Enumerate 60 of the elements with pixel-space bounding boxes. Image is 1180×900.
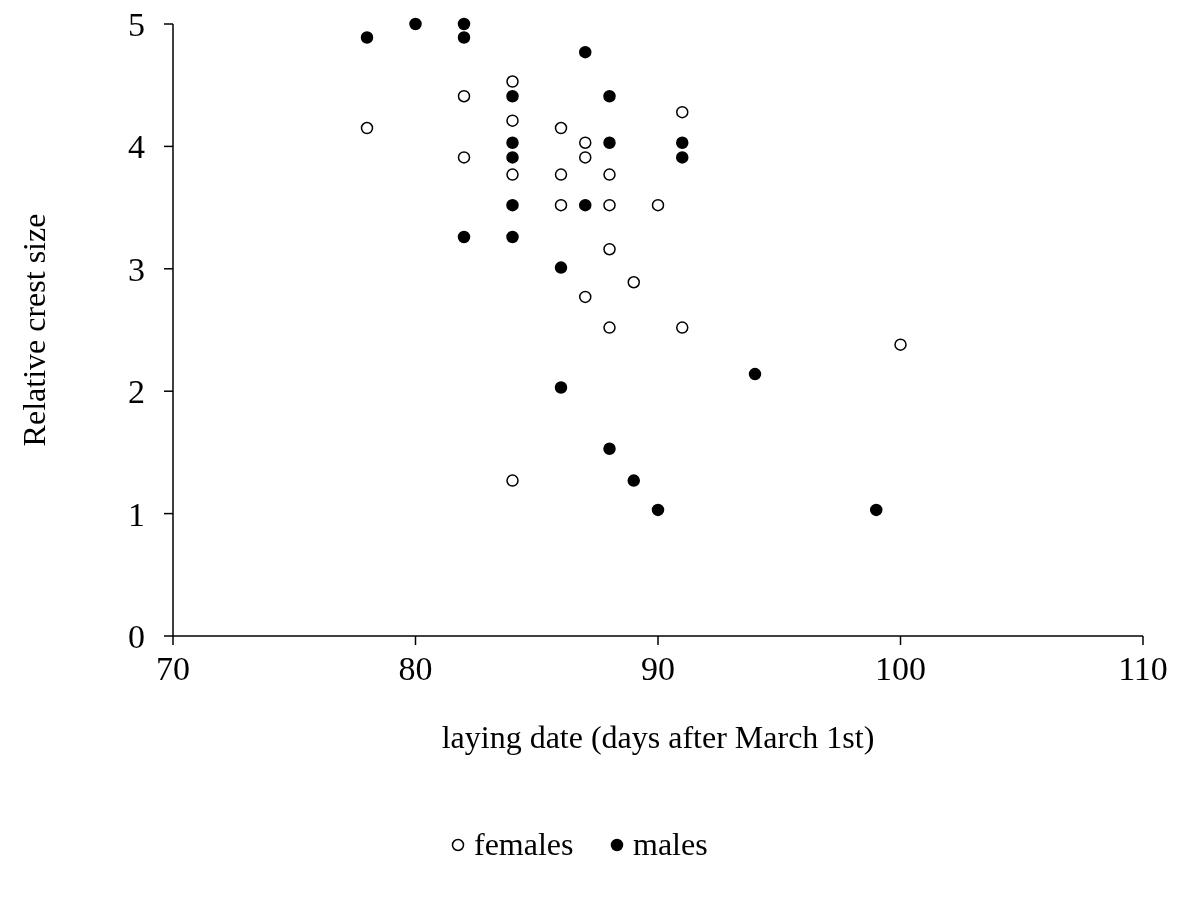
x-tick-label: 110 (1118, 650, 1168, 687)
x-tick-label: 90 (641, 650, 675, 687)
x-tick-label: 70 (156, 650, 190, 687)
point (409, 17, 422, 31)
point (603, 321, 616, 334)
point (360, 121, 374, 135)
point (360, 31, 374, 44)
y-tick-label: 3 (128, 250, 145, 288)
point (603, 198, 616, 212)
legend-label: females (474, 826, 574, 862)
point (603, 89, 616, 103)
point (894, 338, 907, 351)
point (506, 198, 519, 212)
point (457, 89, 471, 103)
point (506, 89, 519, 103)
point (651, 503, 665, 517)
y-tick-label: 0 (128, 617, 145, 655)
point (603, 242, 616, 256)
point (676, 105, 689, 119)
point (554, 121, 568, 135)
point (554, 381, 568, 394)
point (676, 151, 689, 164)
point (870, 503, 883, 517)
point (627, 474, 640, 487)
point (579, 45, 592, 59)
legend-label: males (633, 826, 708, 862)
point (676, 136, 689, 149)
point (457, 31, 471, 44)
point (603, 442, 616, 455)
y-tick-label: 1 (128, 495, 145, 533)
point (603, 168, 616, 181)
point (627, 276, 640, 289)
x-axis-title: laying date (days after March 1st) (441, 719, 875, 755)
point (506, 114, 519, 127)
point (506, 151, 519, 164)
y-tick-label: 4 (128, 128, 145, 166)
point (457, 230, 471, 244)
point (603, 136, 616, 149)
point (579, 151, 592, 164)
x-tick-label: 100 (875, 650, 926, 687)
point (554, 198, 568, 212)
y-tick-label: 2 (128, 373, 145, 411)
point (506, 136, 519, 149)
point (554, 261, 568, 274)
point (506, 75, 519, 88)
point (651, 198, 665, 212)
point (506, 474, 519, 487)
point (506, 168, 519, 181)
point (748, 367, 762, 381)
point (676, 321, 689, 334)
y-tick-label: 5 (128, 5, 145, 43)
point (579, 198, 592, 212)
point (579, 136, 592, 149)
point (579, 290, 592, 304)
point (506, 230, 519, 244)
x-tick-label: 80 (398, 650, 433, 687)
point (554, 168, 568, 181)
point (457, 17, 471, 31)
y-axis-title: Relative crest size (16, 213, 52, 447)
point (457, 151, 471, 164)
